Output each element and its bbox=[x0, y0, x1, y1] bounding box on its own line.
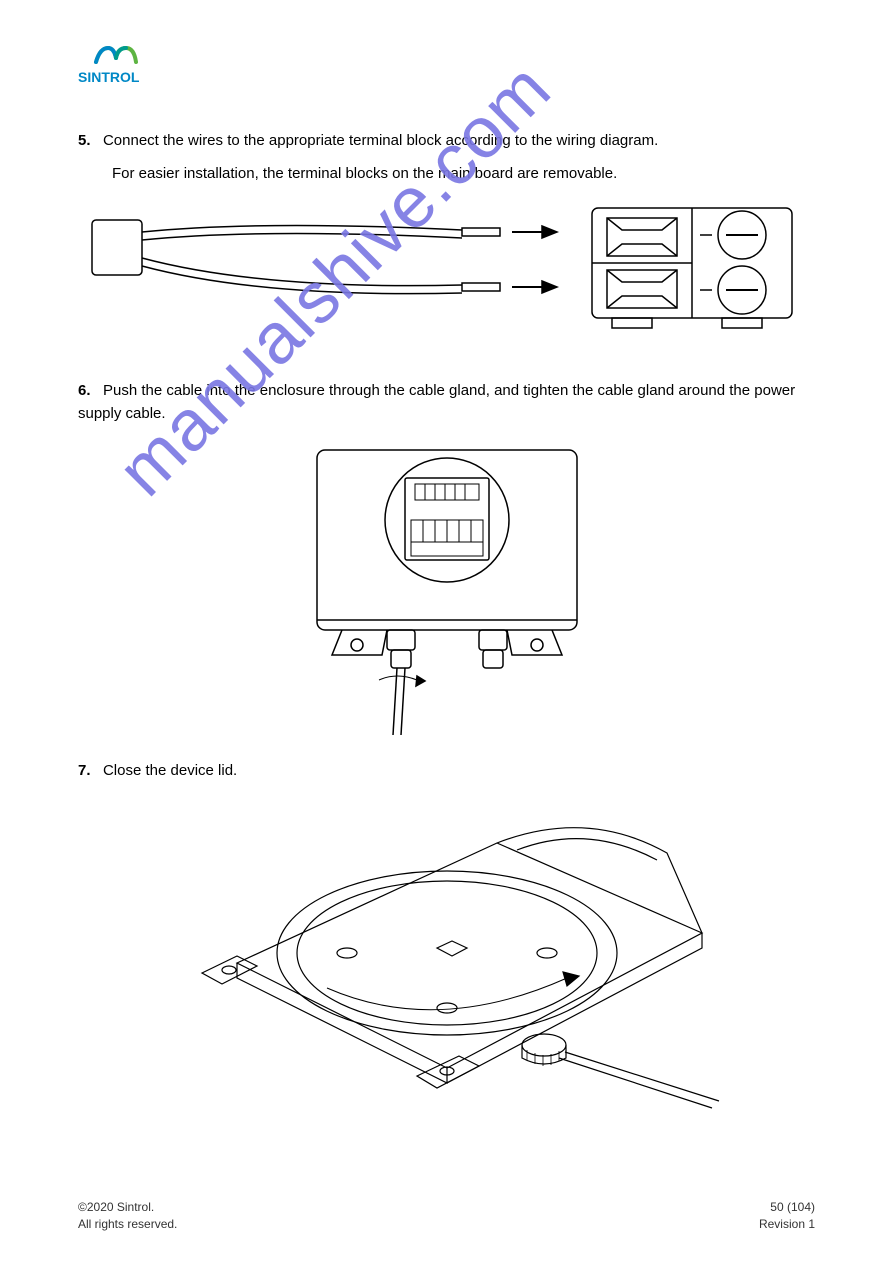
step-number: 6. bbox=[78, 382, 91, 399]
step-number: 5. bbox=[78, 132, 91, 149]
brand-logo: SINTROL bbox=[78, 40, 156, 93]
sintrol-logo-icon: SINTROL bbox=[78, 40, 156, 88]
main-content: 5. Connect the wires to the appropriate … bbox=[78, 130, 815, 1138]
footer-copyright: ©2020 Sintrol. bbox=[78, 1199, 154, 1216]
step-7: 7. Close the device lid. bbox=[78, 760, 815, 783]
step-number: 7. bbox=[78, 762, 91, 779]
diagram-wire-terminal bbox=[82, 200, 812, 360]
step-5-note: For easier installation, the terminal bl… bbox=[112, 163, 815, 186]
step-5: 5. Connect the wires to the appropriate … bbox=[78, 130, 815, 153]
page-footer: ©2020 Sintrol. 50 (104) All rights reser… bbox=[78, 1199, 815, 1233]
diagram-enclosure-gland bbox=[287, 440, 607, 740]
step-6: 6. Push the cable into the enclosure thr… bbox=[78, 380, 815, 425]
logo-text: SINTROL bbox=[78, 69, 140, 85]
step-text: Close the device lid. bbox=[103, 762, 237, 779]
footer-page: 50 (104) bbox=[770, 1199, 815, 1216]
step-text: Connect the wires to the appropriate ter… bbox=[103, 132, 658, 149]
diagram-close-lid bbox=[167, 798, 727, 1118]
footer-revision: Revision 1 bbox=[759, 1216, 815, 1233]
footer-rights: All rights reserved. bbox=[78, 1216, 177, 1233]
step-text: Push the cable into the enclosure throug… bbox=[78, 382, 795, 422]
